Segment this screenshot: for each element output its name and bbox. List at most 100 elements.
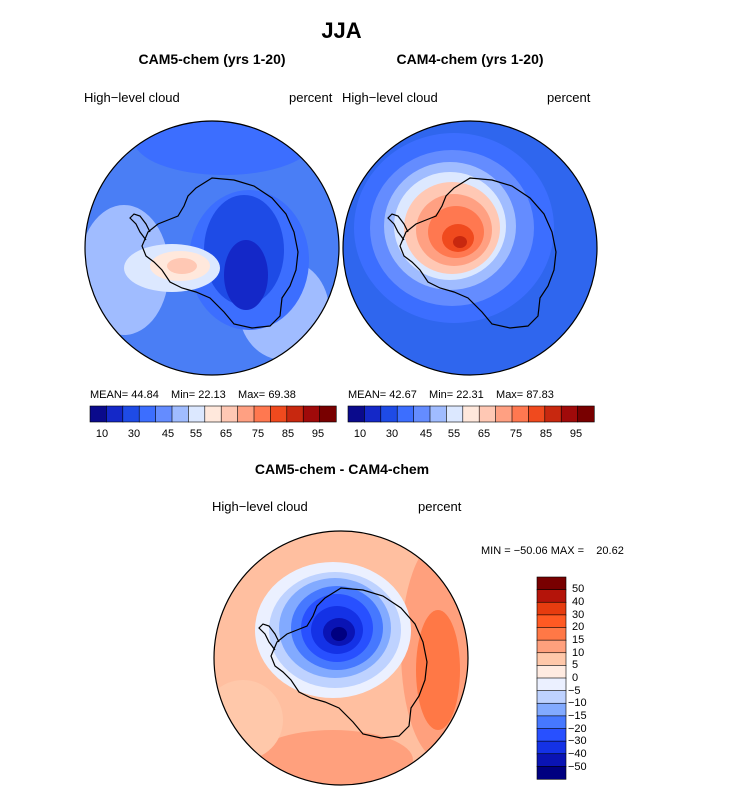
colorbar-cell bbox=[364, 406, 381, 422]
colorbar-cell bbox=[139, 406, 156, 422]
panel2-colorbar-tick: 75 bbox=[510, 428, 522, 440]
panel2-colorbar-tick: 85 bbox=[540, 428, 552, 440]
panel1-colorbar-tick: 10 bbox=[96, 428, 108, 440]
colorbar-cell bbox=[537, 628, 566, 641]
colorbar-cell bbox=[496, 406, 513, 422]
colorbar-cell bbox=[512, 406, 529, 422]
panel1-min-value: 22.13 bbox=[198, 389, 226, 401]
panel2-colorbar-tick: 10 bbox=[354, 428, 366, 440]
panel3-colorbar-tick: −5 bbox=[568, 685, 581, 697]
panel1-max-value: 69.38 bbox=[268, 389, 296, 401]
panel2-min-label: Min= bbox=[429, 389, 453, 401]
panel2-mean-label: MEAN= bbox=[348, 389, 386, 401]
panel1-mean-label: MEAN= bbox=[90, 389, 128, 401]
panel3-subtitle: CAM5-chem - CAM4-chem bbox=[255, 461, 429, 477]
panel3-colorbar-tick: 15 bbox=[572, 634, 584, 646]
panel2-max-label: Max= bbox=[496, 389, 523, 401]
colorbar-cell bbox=[348, 406, 365, 422]
panel2-units-label: percent bbox=[547, 90, 590, 105]
panel2-colorbar-tick: 65 bbox=[478, 428, 490, 440]
panel1-stats: MEAN= 44.84 Min= 22.13 Max= 69.38 bbox=[90, 389, 296, 401]
colorbar-cell bbox=[537, 729, 566, 742]
colorbar-cell bbox=[537, 665, 566, 678]
panel2-max-value: 87.83 bbox=[526, 389, 554, 401]
colorbar-cell bbox=[414, 406, 431, 422]
panel1-colorbar-tick: 55 bbox=[190, 428, 202, 440]
panel2-colorbar-tick: 55 bbox=[448, 428, 460, 440]
colorbar-cell bbox=[528, 406, 545, 422]
colorbar-cell bbox=[537, 766, 566, 779]
colorbar-cell bbox=[463, 406, 480, 422]
panel3-colorbar-tick: −40 bbox=[568, 748, 587, 760]
panel3-colorbar-tick: −30 bbox=[568, 735, 587, 747]
panel3-colorbar-tick: 50 bbox=[572, 583, 584, 595]
colorbar-cell bbox=[537, 678, 566, 691]
panel1-colorbar bbox=[90, 406, 336, 422]
panel1-field-contour bbox=[167, 258, 197, 274]
colorbar-cell bbox=[537, 754, 566, 767]
panel1-colorbar-tick: 75 bbox=[252, 428, 264, 440]
colorbar-cell bbox=[537, 741, 566, 754]
colorbar-cell bbox=[172, 406, 189, 422]
panel2-colorbar-tick: 45 bbox=[420, 428, 432, 440]
colorbar-cell bbox=[156, 406, 173, 422]
colorbar-cell bbox=[537, 590, 566, 603]
colorbar-cell bbox=[303, 406, 320, 422]
panel1-field-contour bbox=[134, 105, 314, 175]
panel2-field-contour bbox=[453, 236, 467, 248]
colorbar-cell bbox=[397, 406, 414, 422]
panel1-map bbox=[84, 120, 340, 376]
colorbar-cell bbox=[537, 653, 566, 666]
panel1-mean-value: 44.84 bbox=[131, 389, 159, 401]
panel2-stats: MEAN= 42.67 Min= 22.31 Max= 87.83 bbox=[348, 389, 554, 401]
panel2-map bbox=[342, 120, 598, 376]
colorbar-cell bbox=[123, 406, 140, 422]
panel2-mean-value: 42.67 bbox=[389, 389, 417, 401]
panel1-colorbar-tick: 30 bbox=[128, 428, 140, 440]
panel3-colorbar-tick: 5 bbox=[572, 659, 578, 671]
panel3-colorbar bbox=[537, 577, 566, 779]
panel3-units-label: percent bbox=[418, 499, 461, 514]
panel1-variable-label: High−level cloud bbox=[84, 90, 180, 105]
colorbar-cell bbox=[446, 406, 463, 422]
panel3-min-label: MIN = bbox=[481, 545, 511, 557]
panel1-subtitle: CAM5-chem (yrs 1-20) bbox=[138, 51, 285, 67]
panel3-colorbar-tick: 20 bbox=[572, 621, 584, 633]
panel3-map bbox=[213, 530, 469, 786]
panel3-variable-label: High−level cloud bbox=[212, 499, 308, 514]
colorbar-cell bbox=[537, 640, 566, 653]
panel3-colorbar-tick: −50 bbox=[568, 761, 587, 773]
colorbar-cell bbox=[537, 703, 566, 716]
colorbar-cell bbox=[561, 406, 578, 422]
panel1-colorbar-tick: 65 bbox=[220, 428, 232, 440]
panel1-max-label: Max= bbox=[238, 389, 265, 401]
colorbar-cell bbox=[545, 406, 562, 422]
colorbar-cell bbox=[381, 406, 398, 422]
colorbar-cell bbox=[287, 406, 304, 422]
panel2-subtitle: CAM4-chem (yrs 1-20) bbox=[396, 51, 543, 67]
panel3-colorbar-tick: 0 bbox=[572, 672, 578, 684]
colorbar-cell bbox=[537, 615, 566, 628]
panel2-colorbar bbox=[348, 406, 594, 422]
panel3-colorbar-tick: 40 bbox=[572, 596, 584, 608]
colorbar-cell bbox=[537, 577, 566, 590]
panel2-variable-label: High−level cloud bbox=[342, 90, 438, 105]
panel3-max-value: 20.62 bbox=[596, 545, 624, 557]
figure-title: JJA bbox=[0, 18, 683, 44]
colorbar-cell bbox=[537, 716, 566, 729]
panel1-colorbar-tick: 85 bbox=[282, 428, 294, 440]
colorbar-cell bbox=[238, 406, 255, 422]
panel3-max-label: MAX = bbox=[551, 545, 584, 557]
panel2-colorbar-tick: 30 bbox=[386, 428, 398, 440]
colorbar-cell bbox=[537, 691, 566, 704]
colorbar-cell bbox=[90, 406, 107, 422]
panel3-field-contour bbox=[203, 680, 283, 760]
panel1-colorbar-tick: 45 bbox=[162, 428, 174, 440]
panel3-colorbar-tick: −15 bbox=[568, 710, 587, 722]
panel1-units-label: percent bbox=[289, 90, 332, 105]
panel3-field-contour bbox=[331, 627, 347, 641]
colorbar-cell bbox=[320, 406, 337, 422]
colorbar-cell bbox=[254, 406, 271, 422]
colorbar-cell bbox=[578, 406, 595, 422]
colorbar-cell bbox=[270, 406, 287, 422]
